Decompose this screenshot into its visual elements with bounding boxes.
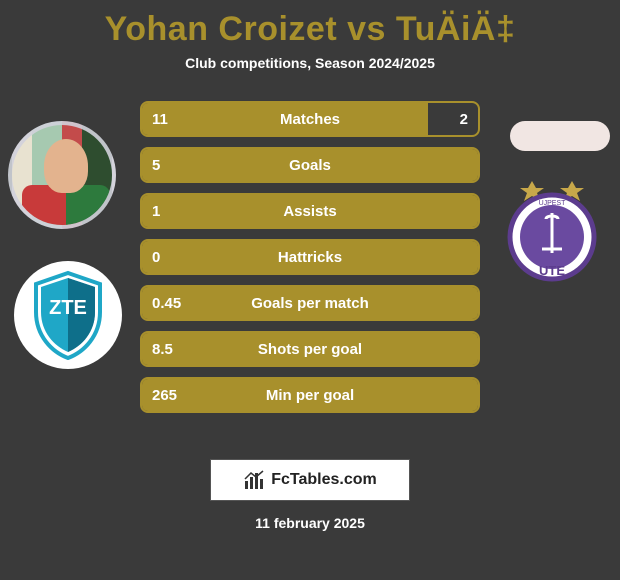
zte-crest-icon: ZTE xyxy=(28,270,108,360)
stat-bar: 0.45 Goals per match xyxy=(140,285,480,321)
stat-label: Shots per goal xyxy=(258,341,362,358)
date-text: 11 february 2025 xyxy=(0,515,620,531)
player-a-head xyxy=(44,139,88,193)
stat-bar: 265 Min per goal xyxy=(140,377,480,413)
subtitle: Club competitions, Season 2024/2025 xyxy=(0,55,620,71)
stat-bar: 0 Hattricks xyxy=(140,239,480,275)
player-b-name: TuÄiÄ‡ xyxy=(396,10,515,48)
stat-label: Hattricks xyxy=(278,249,342,266)
stat-left-value: 11 xyxy=(152,111,168,128)
stat-left-value: 5 xyxy=(152,157,160,174)
stat-left-value: 0 xyxy=(152,249,160,266)
stat-bar: 11 Matches 2 xyxy=(140,101,480,137)
stat-label: Min per goal xyxy=(266,387,354,404)
stat-bars: 11 Matches 2 5 Goals 1 Assists 0 Hattricks 0.45 Go… xyxy=(140,101,480,413)
stat-bar: 5 Goals xyxy=(140,147,480,183)
brand-text: FcTables.com xyxy=(271,471,377,489)
content: Yohan Croizet vs TuÄiÄ‡ Club competition… xyxy=(0,0,620,580)
stat-label: Matches xyxy=(280,111,340,128)
brand-card: FcTables.com xyxy=(210,459,410,501)
ute-crest-icon: UTE ÚJPEST xyxy=(500,179,604,283)
stat-left-value: 1 xyxy=(152,203,160,220)
chart-icon xyxy=(243,469,265,491)
stat-left-value: 0.45 xyxy=(152,295,181,312)
stat-left-value: 8.5 xyxy=(152,341,173,358)
stat-label: Assists xyxy=(283,203,336,220)
player-b-club-logo: UTE ÚJPEST xyxy=(498,177,606,285)
stat-label: Goals per match xyxy=(251,295,369,312)
player-b-avatar xyxy=(510,121,610,151)
stat-label: Goals xyxy=(289,157,331,174)
stat-bar: 1 Assists xyxy=(140,193,480,229)
player-a-club-logo: ZTE xyxy=(14,261,122,369)
player-a-name: Yohan Croizet xyxy=(105,10,338,48)
player-a-avatar xyxy=(8,121,116,229)
page-title: Yohan Croizet vs TuÄiÄ‡ xyxy=(0,0,620,49)
svg-text:ÚJPEST: ÚJPEST xyxy=(539,198,567,207)
vs-text: vs xyxy=(347,10,386,48)
svg-text:UTE: UTE xyxy=(539,263,565,278)
comparison-area: ZTE UTE ÚJPEST 11 Matches 2 5 Goals 1 Assists 0… xyxy=(0,101,620,441)
svg-text:ZTE: ZTE xyxy=(49,297,87,319)
stat-bar: 8.5 Shots per goal xyxy=(140,331,480,367)
stat-right-value: 2 xyxy=(460,111,468,128)
stat-left-value: 265 xyxy=(152,387,177,404)
